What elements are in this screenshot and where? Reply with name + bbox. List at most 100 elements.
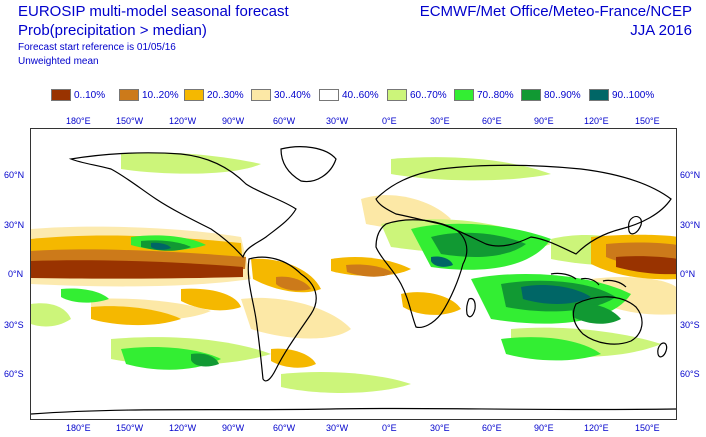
- lon-tick-bottom: 0°E: [382, 423, 397, 433]
- south-america-coast: [247, 256, 317, 382]
- greenland-coast: [280, 146, 337, 183]
- legend-item: 40..60%: [319, 88, 379, 102]
- lat-tick-right: 60°N: [680, 170, 701, 180]
- lon-tick-bottom: 150°E: [635, 423, 660, 433]
- season-title: JJA 2016: [630, 22, 692, 39]
- color-legend: 0..10% 10..20% 20..30% 30..40% 40..60% 6…: [51, 88, 671, 102]
- field-20-30: [401, 292, 461, 315]
- legend-swatch: [319, 89, 339, 101]
- field-60-70: [391, 157, 551, 181]
- field-30-40: [241, 297, 351, 339]
- legend-item: 90..100%: [589, 88, 654, 102]
- lon-tick-top: 60°E: [482, 116, 502, 126]
- weighting-note: Unweighted mean: [18, 56, 99, 67]
- lat-tick-left: 0°N: [8, 269, 24, 279]
- legend-label: 60..70%: [410, 89, 447, 101]
- field-60-70: [31, 303, 71, 327]
- indonesia-coast: [550, 272, 627, 288]
- field-10-20: [276, 276, 311, 291]
- new-zealand-coast: [657, 342, 668, 358]
- madagascar-coast: [466, 297, 476, 318]
- field-20-30: [271, 348, 316, 368]
- forecast-map: [30, 128, 677, 420]
- field-90-100: [151, 242, 171, 250]
- field-80-90: [431, 232, 526, 257]
- title-line-1: EUROSIP multi-model seasonal forecast: [18, 3, 289, 20]
- lon-tick-bottom: 120°E: [584, 423, 609, 433]
- lon-tick-top: 30°W: [326, 116, 349, 126]
- lon-tick-top: 0°E: [382, 116, 397, 126]
- lon-tick-top: 150°E: [635, 116, 660, 126]
- lon-tick-bottom: 60°W: [273, 423, 296, 433]
- legend-label: 0..10%: [74, 89, 106, 101]
- field-70-80: [501, 337, 601, 361]
- lat-tick-right: 0°N: [680, 269, 696, 279]
- japan-coast: [628, 215, 642, 235]
- field-90-100: [521, 285, 591, 304]
- legend-swatch: [51, 89, 71, 101]
- lon-tick-top: 90°W: [222, 116, 245, 126]
- legend-label: 70..80%: [477, 89, 514, 101]
- field-0-10: [31, 260, 243, 279]
- field-10-20: [346, 264, 393, 277]
- lat-tick-right: 30°N: [680, 220, 701, 230]
- lon-tick-top: 120°E: [584, 116, 609, 126]
- legend-label: 90..100%: [612, 89, 655, 101]
- lat-tick-left: 60°N: [4, 170, 25, 180]
- lat-tick-right: 60°S: [680, 369, 700, 379]
- lat-tick-left: 30°S: [4, 320, 24, 330]
- legend-item: 0..10%: [51, 88, 105, 102]
- legend-swatch: [521, 89, 541, 101]
- lon-tick-bottom: 180°E: [66, 423, 91, 433]
- legend-item: 80..90%: [521, 88, 581, 102]
- lon-tick-top: 90°E: [534, 116, 554, 126]
- legend-item: 70..80%: [454, 88, 514, 102]
- australia-coast: [572, 296, 643, 345]
- lon-tick-top: 60°W: [273, 116, 296, 126]
- legend-label: 10..20%: [142, 89, 179, 101]
- legend-swatch: [589, 89, 609, 101]
- legend-item: 60..70%: [387, 88, 447, 102]
- field-80-90: [571, 303, 621, 324]
- field-20-30: [181, 288, 241, 311]
- field-60-70: [281, 372, 411, 393]
- lon-tick-top: 180°E: [66, 116, 91, 126]
- africa-coast: [375, 219, 468, 329]
- lon-tick-top: 120°W: [169, 116, 197, 126]
- legend-swatch: [251, 89, 271, 101]
- legend-label: 40..60%: [342, 89, 379, 101]
- lon-tick-top: 30°E: [430, 116, 450, 126]
- field-20-30: [91, 306, 181, 326]
- legend-label: 80..90%: [544, 89, 581, 101]
- lon-tick-bottom: 90°E: [534, 423, 554, 433]
- legend-swatch: [119, 89, 139, 101]
- field-0-10: [616, 256, 676, 275]
- legend-label: 30..40%: [274, 89, 311, 101]
- lat-tick-right: 30°S: [680, 320, 700, 330]
- legend-item: 10..20%: [119, 88, 179, 102]
- field-80-90: [191, 353, 219, 367]
- lon-tick-bottom: 30°E: [430, 423, 450, 433]
- lon-tick-top: 150°W: [116, 116, 144, 126]
- lat-tick-left: 30°N: [4, 220, 25, 230]
- centres-title: ECMWF/Met Office/Meteo-France/NCEP: [419, 3, 692, 20]
- lon-tick-bottom: 30°W: [326, 423, 349, 433]
- probability-fields: [31, 152, 676, 393]
- north-america-coast: [68, 152, 297, 259]
- legend-swatch: [387, 89, 407, 101]
- forecast-reference: Forecast start reference is 01/05/16: [18, 42, 176, 53]
- field-90-100: [431, 256, 453, 267]
- legend-swatch: [184, 89, 204, 101]
- legend-item: 30..40%: [251, 88, 311, 102]
- legend-label: 20..30%: [207, 89, 244, 101]
- lat-tick-left: 60°S: [4, 369, 24, 379]
- lon-tick-bottom: 120°W: [169, 423, 197, 433]
- lon-tick-bottom: 60°E: [482, 423, 502, 433]
- eurasia-coast: [375, 164, 672, 255]
- field-70-80: [61, 288, 109, 303]
- lon-tick-bottom: 150°W: [116, 423, 144, 433]
- legend-item: 20..30%: [184, 88, 244, 102]
- lon-tick-bottom: 90°W: [222, 423, 245, 433]
- forecast-map-canvas: [31, 146, 676, 415]
- antarctica-coast: [31, 407, 676, 415]
